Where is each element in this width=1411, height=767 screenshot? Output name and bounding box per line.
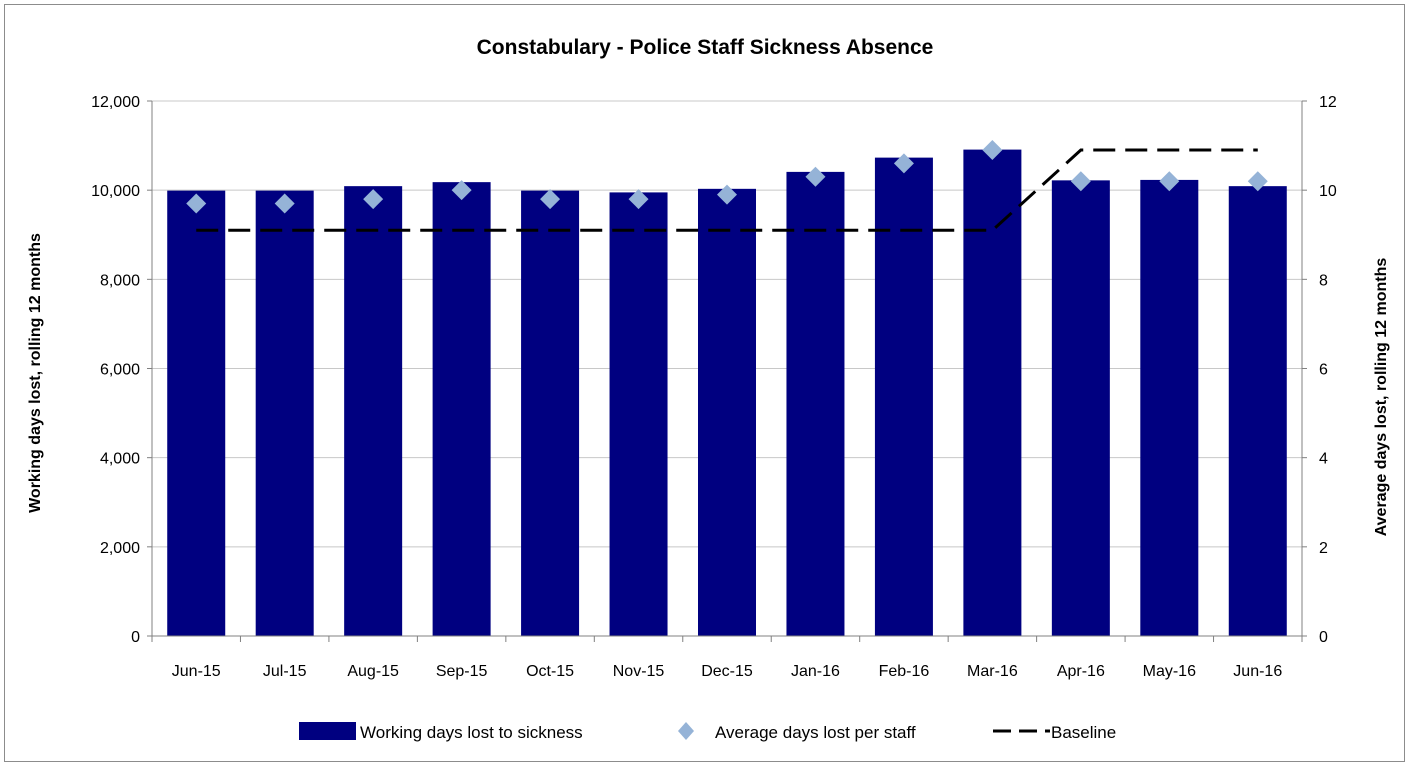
legend-label-bars: Working days lost to sickness bbox=[360, 723, 583, 742]
bar bbox=[1228, 186, 1287, 636]
right-tick-label: 2 bbox=[1319, 540, 1328, 557]
marker-series bbox=[186, 140, 1268, 214]
right-axis-title: Average days lost, rolling 12 months bbox=[1373, 258, 1390, 537]
left-axis-ticks: 0 2,000 4,000 6,000 8,000 10,000 12,000 bbox=[91, 94, 152, 646]
average-marker bbox=[451, 180, 472, 201]
bar bbox=[344, 186, 403, 636]
right-tick-label: 4 bbox=[1319, 451, 1328, 468]
left-tick-label: 10,000 bbox=[91, 183, 140, 200]
right-tick-label: 6 bbox=[1319, 362, 1328, 379]
legend-item-average: Average days lost per staff bbox=[678, 722, 916, 742]
average-marker bbox=[805, 166, 826, 187]
average-marker bbox=[363, 189, 384, 210]
legend-bar-swatch bbox=[299, 722, 356, 740]
x-tick-label: Feb-16 bbox=[879, 663, 930, 680]
x-tick-label: Jul-15 bbox=[263, 663, 307, 680]
right-tick-label: 10 bbox=[1319, 183, 1337, 200]
right-axis-ticks: 0 2 4 6 8 10 12 bbox=[1302, 94, 1337, 646]
x-axis-ticks: Jun-15 Jul-15 Aug-15 Sep-15 Oct-15 Nov-15 Dec-… bbox=[151, 636, 1303, 680]
bar bbox=[698, 188, 756, 636]
chart-title: Constabulary - Police Staff Sickness Abs… bbox=[477, 36, 934, 59]
left-tick-label: 0 bbox=[131, 629, 140, 646]
baseline-series bbox=[196, 148, 1258, 232]
average-marker bbox=[274, 193, 295, 214]
left-axis-title: Working days lost, rolling 12 months bbox=[27, 233, 44, 513]
bar bbox=[255, 190, 314, 637]
x-tick-label: Apr-16 bbox=[1057, 663, 1105, 680]
average-marker bbox=[1159, 171, 1180, 192]
x-tick-label: May-16 bbox=[1143, 663, 1196, 680]
average-marker bbox=[893, 153, 914, 174]
x-tick-label: Jun-15 bbox=[172, 663, 221, 680]
x-tick-label: Sep-15 bbox=[436, 663, 488, 680]
chart-svg: Constabulary - Police Staff Sickness Abs… bbox=[27, 36, 1390, 742]
left-tick-label: 4,000 bbox=[100, 451, 140, 468]
baseline-line bbox=[196, 148, 1258, 232]
average-marker bbox=[1070, 171, 1091, 192]
x-tick-label: Aug-15 bbox=[347, 663, 399, 680]
bar bbox=[1051, 180, 1110, 636]
x-tick-label: Nov-15 bbox=[613, 663, 665, 680]
chart-frame: Constabulary - Police Staff Sickness Abs… bbox=[4, 4, 1405, 762]
bar bbox=[167, 190, 226, 637]
left-tick-label: 8,000 bbox=[100, 272, 140, 289]
x-tick-label: Jan-16 bbox=[791, 663, 840, 680]
average-marker bbox=[717, 184, 737, 205]
bar-series bbox=[167, 149, 1287, 637]
bar bbox=[1140, 179, 1199, 636]
x-tick-label: Mar-16 bbox=[967, 663, 1018, 680]
bar bbox=[963, 149, 1022, 637]
right-tick-label: 8 bbox=[1319, 272, 1328, 289]
x-tick-label: Jun-16 bbox=[1233, 663, 1282, 680]
left-tick-label: 12,000 bbox=[91, 94, 140, 111]
average-marker bbox=[628, 189, 649, 210]
left-tick-label: 6,000 bbox=[100, 362, 140, 379]
average-marker bbox=[186, 193, 207, 214]
average-marker bbox=[540, 189, 561, 210]
average-marker bbox=[982, 140, 1003, 161]
bar bbox=[786, 171, 845, 636]
bar bbox=[521, 190, 580, 637]
average-marker bbox=[1247, 171, 1268, 192]
legend-label-average: Average days lost per staff bbox=[715, 723, 916, 742]
bar bbox=[432, 182, 491, 636]
legend-item-bars: Working days lost to sickness bbox=[299, 722, 583, 742]
right-tick-label: 12 bbox=[1319, 94, 1337, 111]
x-tick-label: Oct-15 bbox=[526, 663, 574, 680]
legend-item-baseline: Baseline bbox=[993, 723, 1116, 742]
bar bbox=[609, 192, 668, 637]
right-tick-label: 0 bbox=[1319, 629, 1328, 646]
legend-label-baseline: Baseline bbox=[1051, 723, 1116, 742]
legend: Working days lost to sickness Average da… bbox=[299, 722, 1116, 742]
x-tick-label: Dec-15 bbox=[701, 663, 753, 680]
bar bbox=[874, 157, 933, 636]
legend-diamond-icon bbox=[678, 722, 694, 740]
left-tick-label: 2,000 bbox=[100, 540, 140, 557]
